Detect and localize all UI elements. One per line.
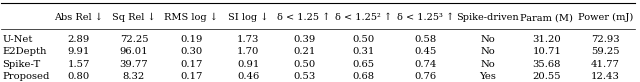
Text: 0.74: 0.74 — [415, 60, 437, 69]
Text: δ < 1.25 ↑: δ < 1.25 ↑ — [278, 13, 331, 22]
Text: 0.31: 0.31 — [353, 47, 375, 56]
Text: 0.17: 0.17 — [180, 60, 202, 69]
Text: 0.68: 0.68 — [353, 72, 375, 81]
Text: 72.25: 72.25 — [120, 35, 148, 44]
Text: RMS log ↓: RMS log ↓ — [164, 13, 218, 22]
Text: 0.76: 0.76 — [415, 72, 436, 81]
Text: Spike-driven: Spike-driven — [456, 13, 519, 22]
Text: 0.45: 0.45 — [415, 47, 437, 56]
Text: 0.65: 0.65 — [353, 60, 375, 69]
Text: 72.93: 72.93 — [591, 35, 620, 44]
Text: 39.77: 39.77 — [120, 60, 148, 69]
Text: 0.58: 0.58 — [415, 35, 437, 44]
Text: 0.80: 0.80 — [67, 72, 90, 81]
Text: Proposed: Proposed — [3, 72, 50, 81]
Text: 0.39: 0.39 — [293, 35, 316, 44]
Text: E2Depth: E2Depth — [3, 47, 47, 56]
Text: Abs Rel ↓: Abs Rel ↓ — [54, 13, 103, 22]
Text: δ < 1.25² ↑: δ < 1.25² ↑ — [335, 13, 392, 22]
Text: 0.91: 0.91 — [237, 60, 259, 69]
Text: 12.43: 12.43 — [591, 72, 620, 81]
Text: 0.46: 0.46 — [237, 72, 259, 81]
Text: 0.17: 0.17 — [180, 72, 202, 81]
Text: 1.57: 1.57 — [67, 60, 90, 69]
Text: Sq Rel ↓: Sq Rel ↓ — [112, 13, 156, 22]
Text: 41.77: 41.77 — [591, 60, 620, 69]
Text: 0.30: 0.30 — [180, 47, 202, 56]
Text: 1.73: 1.73 — [237, 35, 259, 44]
Text: Spike-T: Spike-T — [3, 60, 41, 69]
Text: 20.55: 20.55 — [532, 72, 561, 81]
Text: Param (M): Param (M) — [520, 13, 573, 22]
Text: δ < 1.25³ ↑: δ < 1.25³ ↑ — [397, 13, 454, 22]
Text: 0.50: 0.50 — [293, 60, 316, 69]
Text: 31.20: 31.20 — [532, 35, 561, 44]
Text: 35.68: 35.68 — [532, 60, 561, 69]
Text: No: No — [481, 47, 495, 56]
Text: U-Net: U-Net — [3, 35, 33, 44]
Text: 1.70: 1.70 — [237, 47, 259, 56]
Text: 0.50: 0.50 — [353, 35, 375, 44]
Text: 10.71: 10.71 — [532, 47, 561, 56]
Text: 96.01: 96.01 — [120, 47, 148, 56]
Text: SI log ↓: SI log ↓ — [228, 13, 269, 22]
Text: Yes: Yes — [479, 72, 496, 81]
Text: Power (mJ): Power (mJ) — [577, 13, 633, 22]
Text: 8.32: 8.32 — [123, 72, 145, 81]
Text: 0.19: 0.19 — [180, 35, 202, 44]
Text: No: No — [481, 60, 495, 69]
Text: 2.89: 2.89 — [67, 35, 90, 44]
Text: 0.21: 0.21 — [293, 47, 316, 56]
Text: No: No — [481, 35, 495, 44]
Text: 0.53: 0.53 — [293, 72, 316, 81]
Text: 59.25: 59.25 — [591, 47, 620, 56]
Text: 9.91: 9.91 — [67, 47, 90, 56]
